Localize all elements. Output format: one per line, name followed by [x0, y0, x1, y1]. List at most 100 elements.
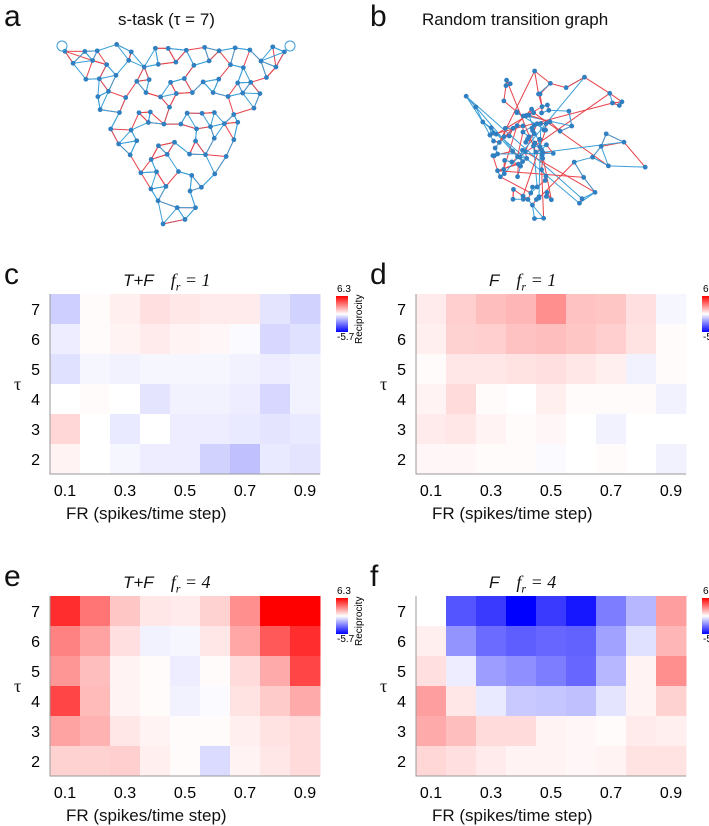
graph-node: [539, 147, 544, 153]
colorbar: [336, 598, 348, 634]
graph-edge: [195, 140, 206, 155]
graph-edge: [213, 123, 225, 139]
graph-edge: [260, 60, 277, 68]
graph-node: [94, 48, 100, 54]
graph-edge: [227, 92, 243, 97]
heatmap-cell: [446, 626, 477, 657]
graph-node: [145, 120, 151, 125]
graph-node: [141, 64, 147, 70]
graph-node: [528, 190, 534, 196]
graph-node: [506, 133, 512, 139]
graph-edge: [150, 171, 157, 190]
graph-edge: [218, 64, 231, 80]
heatmap-c: 7 6 5 4 3 2 0.1 0.3 0.5 0.7 0.9 6.3 -5.7 Reciprocity: [31, 284, 365, 500]
heatmap-cell: [200, 716, 231, 747]
heatmap-cell: [416, 414, 447, 445]
heatmap-cell: [170, 596, 201, 627]
graph-edge: [129, 154, 142, 174]
heatmap-cell: [506, 444, 537, 475]
graph-node: [270, 44, 276, 50]
heatmap-cell: [50, 656, 81, 687]
graph-node: [128, 49, 134, 55]
graph-edge: [97, 43, 117, 52]
graph-edge: [242, 49, 251, 68]
axis-lines: [49, 294, 320, 475]
heatmap-cell: [506, 294, 537, 325]
graph-edge: [218, 50, 231, 65]
colorbar-min-label: -5.7: [703, 332, 709, 343]
colorbar-max-label: 6.3: [337, 284, 351, 295]
graph-node: [536, 91, 541, 97]
graph-node: [619, 99, 625, 105]
graph-node: [529, 202, 535, 208]
graph-node: [235, 80, 241, 86]
graph-edge: [183, 65, 195, 79]
heatmap-cell: [140, 354, 171, 385]
graph-node: [146, 77, 152, 83]
heatmap-cell: [110, 656, 141, 687]
graph-edge: [175, 49, 187, 63]
graph-edge: [128, 59, 145, 68]
heatmap-cell: [260, 596, 291, 627]
heatmap-cell: [626, 656, 657, 687]
graph-edge: [157, 186, 167, 202]
graph-node: [206, 58, 212, 64]
graph-node: [577, 200, 582, 206]
y-axis-label: τ: [380, 374, 388, 394]
graph-node: [490, 130, 496, 136]
heatmap-cell: [476, 354, 507, 385]
graph-edge: [482, 121, 491, 136]
graph-edge: [242, 92, 255, 109]
heatmap-cell: [290, 414, 321, 445]
graph-edge: [72, 60, 93, 64]
heatmap-cell: [110, 414, 141, 445]
self-loop: [56, 40, 68, 52]
heatmap-cell: [260, 444, 291, 475]
graph-node: [502, 158, 508, 163]
graph-edge: [209, 112, 215, 127]
heatmap-cell: [626, 626, 657, 657]
graph-node: [544, 190, 550, 195]
y-tick-label: 2: [397, 754, 406, 771]
graph-node: [523, 139, 529, 145]
heatmap-cell: [50, 626, 81, 657]
heatmap-cell: [50, 294, 81, 325]
graph-edge: [606, 133, 625, 143]
graph-edge: [214, 156, 227, 175]
graph-edge: [584, 76, 610, 94]
heatmap-cell: [626, 414, 657, 445]
heatmap-cell: [596, 716, 627, 747]
graph-edge: [189, 153, 206, 156]
heatmap-cell: [566, 596, 597, 627]
graph-node: [156, 143, 161, 149]
graph-node: [463, 93, 469, 99]
heatmap-cell: [416, 686, 447, 717]
graph-node: [70, 60, 76, 66]
graph-node: [539, 110, 544, 116]
graph-edge: [98, 64, 108, 79]
heatmap-cell: [170, 384, 201, 415]
graph-edge: [212, 78, 220, 93]
heatmap-cell: [476, 686, 507, 717]
graph-node: [531, 122, 537, 128]
heatmap-cell: [200, 656, 231, 687]
graph-edge: [532, 204, 545, 219]
heatmap-cell: [566, 686, 597, 717]
graph-node: [200, 79, 206, 85]
heatmap-cell: [260, 414, 291, 445]
graph-node: [520, 196, 526, 202]
heatmap-cell: [536, 686, 567, 717]
graph-edge: [191, 175, 202, 188]
y-tick-label: 3: [397, 724, 406, 741]
colorbar-min-label: -5.7: [703, 634, 709, 645]
graph-node: [108, 126, 114, 132]
graph-edge: [538, 123, 542, 197]
graph-node: [491, 153, 497, 159]
graph-node: [173, 59, 179, 65]
graph-node: [532, 68, 538, 74]
graph-node: [216, 48, 222, 54]
heatmap-cell: [416, 324, 447, 355]
graph-edge: [212, 92, 229, 97]
heatmap-cell: [626, 746, 657, 777]
